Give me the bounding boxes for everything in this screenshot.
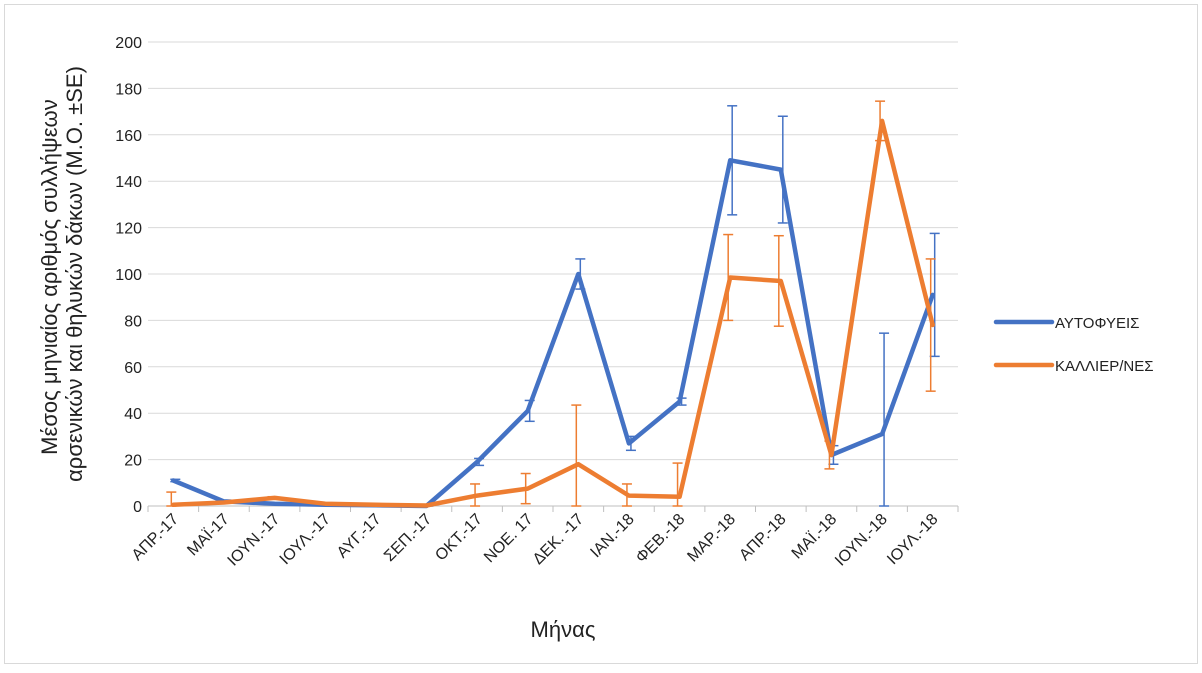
y-tick-label: 60 xyxy=(124,360,142,377)
chart-border xyxy=(4,4,1198,664)
gridlines xyxy=(148,41,958,461)
y-tick-label: 140 xyxy=(115,174,142,191)
legend-label: ΚΑΛΛΙΕΡ/ΝΕΣ xyxy=(1055,358,1154,375)
y-tick-label: 120 xyxy=(115,221,142,238)
y-tick-labels: 0 20 40 60 80 100 120 140 160 180 200 xyxy=(115,35,142,516)
y-tick-label: 20 xyxy=(124,453,142,470)
y-axis-title: Μέσος μηνιαίος αριθμός συλλήψεων αρσενικ… xyxy=(37,66,87,482)
axis-titles: Μήνας Μέσος μηνιαίος αριθμός συλλήψεων α… xyxy=(37,66,595,642)
series-line-1 xyxy=(171,158,935,509)
legend: ΑΥΤΟΦΥΕΙΣ ΚΑΛΛΙΕΡ/ΝΕΣ xyxy=(993,315,1154,375)
y-tick-label: 40 xyxy=(124,406,142,423)
legend-label: ΑΥΤΟΦΥΕΙΣ xyxy=(1055,315,1139,332)
y-axis-title-line-2: αρσενικών και θηλυκών δάκων (Μ.Ο. ±SE) xyxy=(62,66,87,482)
series-line-2 xyxy=(171,118,935,508)
x-axis-title: Μήνας xyxy=(531,617,596,642)
y-tick-label: 80 xyxy=(124,313,142,330)
y-tick-label: 0 xyxy=(133,499,142,516)
y-axis-title-line-1: Μέσος μηνιαίος αριθμός συλλήψεων xyxy=(37,99,62,455)
y-tick-label: 200 xyxy=(115,35,142,52)
y-tick-label: 100 xyxy=(115,267,142,284)
y-tick-label: 160 xyxy=(115,128,142,145)
y-tick-label: 180 xyxy=(115,81,142,98)
series-lines xyxy=(171,118,935,509)
